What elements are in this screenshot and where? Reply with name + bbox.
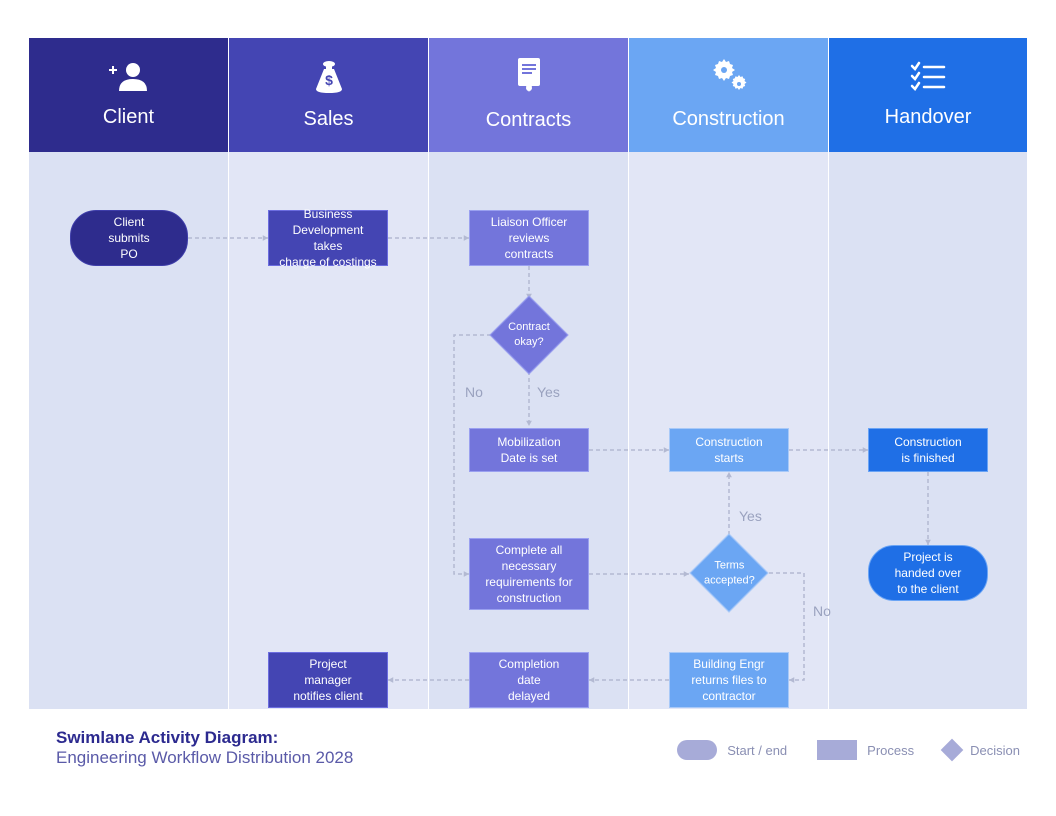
diagram-canvas: Client $ Sales Contracts Construction Handove… <box>29 38 1027 709</box>
node-label: MobilizationDate is set <box>497 434 560 466</box>
lane-header: Contracts <box>429 38 628 152</box>
legend-start-end: Start / end <box>677 740 787 760</box>
legend-terminal-icon <box>677 740 717 760</box>
edge-label-yes2: Yes <box>739 508 762 524</box>
edge-label-no2: No <box>813 603 831 619</box>
node-mobilize: MobilizationDate is set <box>469 428 589 472</box>
legend-label: Decision <box>970 743 1020 758</box>
legend-decision-icon <box>941 739 964 762</box>
lane-icon <box>514 58 544 99</box>
lane-label: Sales <box>303 108 353 131</box>
node-label: Constructionis finished <box>894 434 961 466</box>
node-conStart: Constructionstarts <box>669 428 789 472</box>
legend-label: Start / end <box>727 743 787 758</box>
node-bldgEngr: Building Engrreturns files tocontractor <box>669 652 789 708</box>
node-label: Completiondatedelayed <box>499 656 560 705</box>
node-label: Projectmanagernotifies client <box>293 656 362 705</box>
node-label: Complete allnecessaryrequirements forcon… <box>485 542 572 607</box>
node-complete: Complete allnecessaryrequirements forcon… <box>469 538 589 610</box>
legend-process: Process <box>817 740 914 760</box>
lane-label: Contracts <box>486 109 572 132</box>
legend-decision: Decision <box>944 742 1020 758</box>
legend-label: Process <box>867 743 914 758</box>
edge-label-yes1: Yes <box>537 384 560 400</box>
title-line2: Engineering Workflow Distribution 2028 <box>56 748 353 768</box>
lane-label: Handover <box>885 106 972 129</box>
title-line1: Swimlane Activity Diagram: <box>56 728 353 748</box>
diagram-title: Swimlane Activity Diagram: Engineering W… <box>56 728 353 768</box>
lane-icon <box>910 61 946 96</box>
node-handover: Project ishanded overto the client <box>868 545 988 601</box>
node-label: BusinessDevelopment takescharge of costi… <box>279 206 377 271</box>
node-bizDev: BusinessDevelopment takescharge of costi… <box>268 210 388 266</box>
lane-header: Handover <box>829 38 1027 152</box>
node-pmNotify: Projectmanagernotifies client <box>268 652 388 708</box>
lane-icon <box>710 59 748 98</box>
lane-icon: $ <box>312 59 346 98</box>
edge-label-no1: No <box>465 384 483 400</box>
node-liaison: Liaison Officerreviewscontracts <box>469 210 589 266</box>
node-label: Constructionstarts <box>695 434 762 466</box>
lane-header: Construction <box>629 38 828 152</box>
node-label: ClientsubmitsPO <box>108 214 149 263</box>
node-delayed: Completiondatedelayed <box>469 652 589 708</box>
lane-label: Construction <box>672 108 784 131</box>
node-label: Liaison Officerreviewscontracts <box>491 214 567 263</box>
node-label: Contractokay? <box>508 320 550 350</box>
node-label: Project ishanded overto the client <box>895 549 962 598</box>
lane-header: Client <box>29 38 228 152</box>
svg-text:$: $ <box>325 72 333 88</box>
legend: Start / end Process Decision <box>677 740 1020 760</box>
lane-header: $ Sales <box>229 38 428 152</box>
lane-icon <box>107 61 151 96</box>
node-clientPO: ClientsubmitsPO <box>70 210 188 266</box>
node-conFinish: Constructionis finished <box>868 428 988 472</box>
lane-label: Client <box>103 106 154 129</box>
legend-process-icon <box>817 740 857 760</box>
node-label: Building Engrreturns files tocontractor <box>691 656 766 705</box>
node-label: Termsaccepted? <box>704 558 755 588</box>
